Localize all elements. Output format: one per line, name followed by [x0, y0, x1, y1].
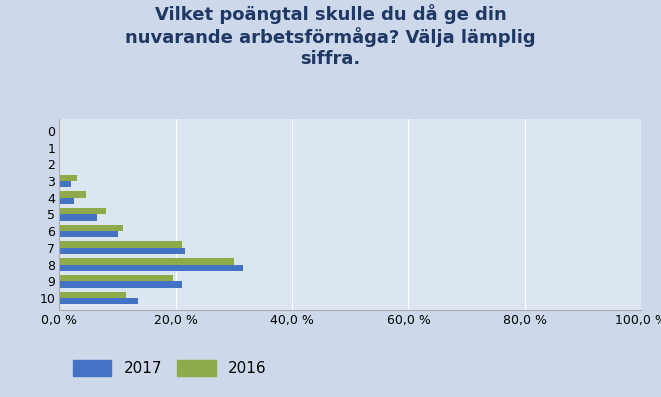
Bar: [59, 241, 182, 248]
Bar: [59, 292, 126, 298]
Bar: [59, 275, 173, 281]
Bar: [59, 231, 118, 237]
Bar: [59, 225, 124, 231]
Bar: [59, 264, 243, 271]
Bar: [59, 298, 138, 304]
Bar: [59, 181, 71, 187]
Bar: [59, 248, 184, 254]
Bar: [59, 208, 106, 214]
Bar: [59, 214, 97, 221]
Bar: [59, 191, 86, 198]
Legend: 2017, 2016: 2017, 2016: [67, 354, 272, 382]
Bar: [59, 198, 74, 204]
Bar: [59, 175, 77, 181]
Bar: [59, 281, 182, 287]
Bar: [59, 258, 234, 264]
Text: Vilket poängtal skulle du då ge din
nuvarande arbetsförmåga? Välja lämplig
siffr: Vilket poängtal skulle du då ge din nuva…: [125, 4, 536, 68]
